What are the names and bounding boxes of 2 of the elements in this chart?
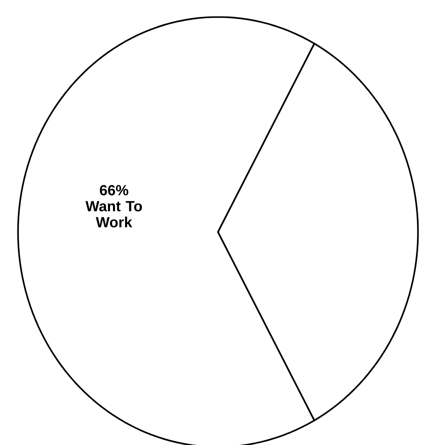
data-label: 66%: [100, 185, 128, 196]
slice-label: Want To Work: [86, 201, 142, 228]
